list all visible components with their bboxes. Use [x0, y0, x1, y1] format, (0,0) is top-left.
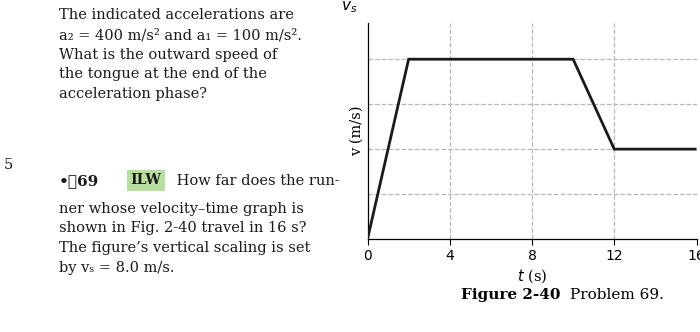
Text: Figure 2-40: Figure 2-40: [461, 288, 561, 302]
Text: ner whose velocity–time graph is
shown in Fig. 2-40 travel in 16 s?
The figure’s: ner whose velocity–time graph is shown i…: [59, 202, 310, 275]
Text: How far does the run-: How far does the run-: [172, 174, 340, 188]
Y-axis label: v (m/s): v (m/s): [349, 106, 363, 156]
Text: $v_s$: $v_s$: [341, 0, 358, 15]
Text: The indicated accelerations are
a₂ = 400 m/s² and a₁ = 100 m/s².
What is the out: The indicated accelerations are a₂ = 400…: [59, 8, 302, 101]
Text: ILW: ILW: [130, 173, 162, 187]
Text: 5: 5: [4, 158, 13, 172]
X-axis label: $t$ (s): $t$ (s): [517, 268, 547, 285]
Text: Problem 69.: Problem 69.: [570, 288, 664, 302]
Text: •≩69: •≩69: [59, 174, 99, 188]
